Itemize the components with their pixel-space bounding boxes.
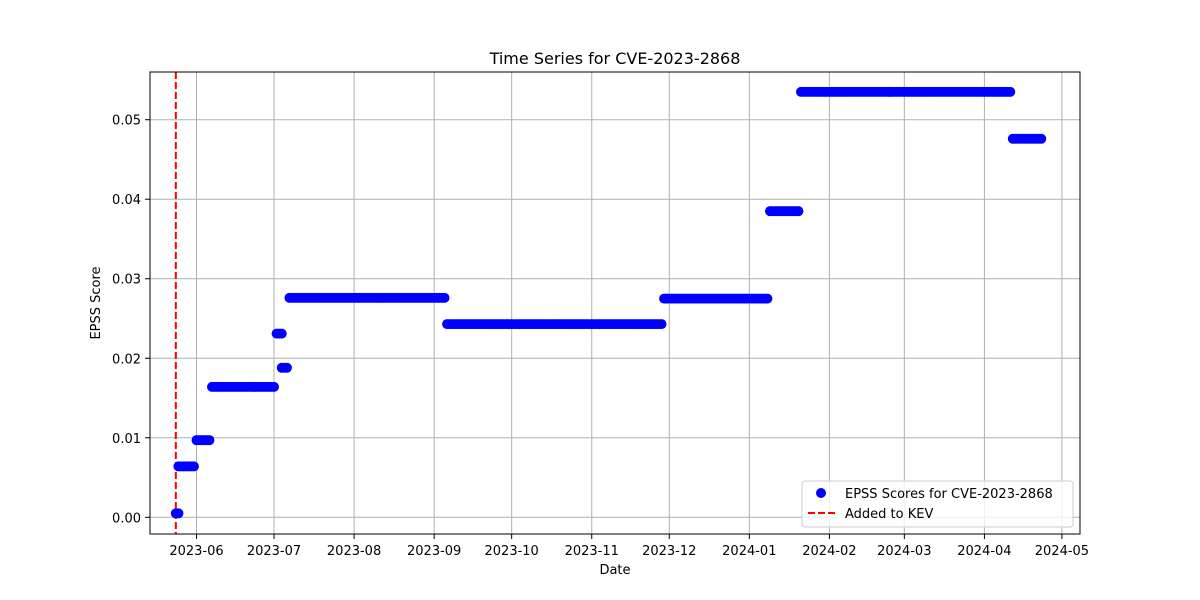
legend-box	[801, 480, 1074, 528]
y-tick-label: 0.03	[112, 273, 141, 288]
epss-data-point	[1005, 86, 1016, 97]
y-tick-label: 0.01	[112, 432, 141, 447]
epss-data-point	[269, 381, 279, 392]
x-tick-label: 2023-10	[485, 544, 539, 559]
data-points	[170, 86, 1047, 519]
legend: EPSS Scores for CVE-2023-2868 Added to K…	[801, 480, 1074, 528]
legend-label-kev: Added to KEV	[845, 507, 933, 522]
x-axis-label: Date	[599, 563, 630, 578]
x-tick-label: 2024-03	[877, 544, 931, 559]
x-tick-label: 2024-05	[1035, 544, 1089, 559]
plot-frame	[149, 71, 1081, 535]
x-tick-label: 2024-04	[957, 544, 1011, 559]
x-axis: 2023-06 2023-07 2023-08 2023-09 2023-10 2023-…	[169, 534, 1089, 559]
chart-title: Time Series for CVE-2023-2868	[489, 49, 741, 68]
y-tick-label: 0.00	[112, 511, 141, 526]
x-tick-label: 2023-12	[642, 544, 696, 559]
epss-data-point	[1036, 133, 1047, 144]
epss-data-point	[656, 319, 667, 330]
y-axis-label: EPSS Score	[89, 266, 104, 339]
x-tick-label: 2023-07	[247, 544, 301, 559]
x-tick-label: 2023-08	[327, 544, 381, 559]
epss-data-point	[173, 508, 184, 519]
epss-data-point	[762, 293, 773, 304]
y-tick-label: 0.02	[112, 352, 141, 367]
epss-data-point	[281, 362, 292, 373]
y-tick-label: 0.04	[112, 193, 141, 208]
x-tick-label: 2023-06	[169, 544, 223, 559]
legend-label-epss: EPSS Scores for CVE-2023-2868	[845, 487, 1053, 502]
epss-data-point	[188, 461, 199, 472]
epss-data-point	[439, 292, 450, 303]
x-tick-label: 2024-02	[802, 544, 856, 559]
y-axis: 0.00 0.01 0.02 0.03 0.04 0.05	[112, 114, 150, 526]
epss-data-point	[276, 328, 287, 339]
x-tick-label: 2023-09	[407, 544, 461, 559]
epss-data-point	[793, 206, 804, 217]
x-tick-label: 2023-11	[565, 544, 619, 559]
y-tick-label: 0.05	[112, 114, 141, 129]
legend-marker-epss	[816, 488, 826, 498]
epss-data-point	[204, 435, 215, 446]
x-tick-label: 2024-01	[722, 544, 776, 559]
grid-lines	[150, 72, 1080, 534]
